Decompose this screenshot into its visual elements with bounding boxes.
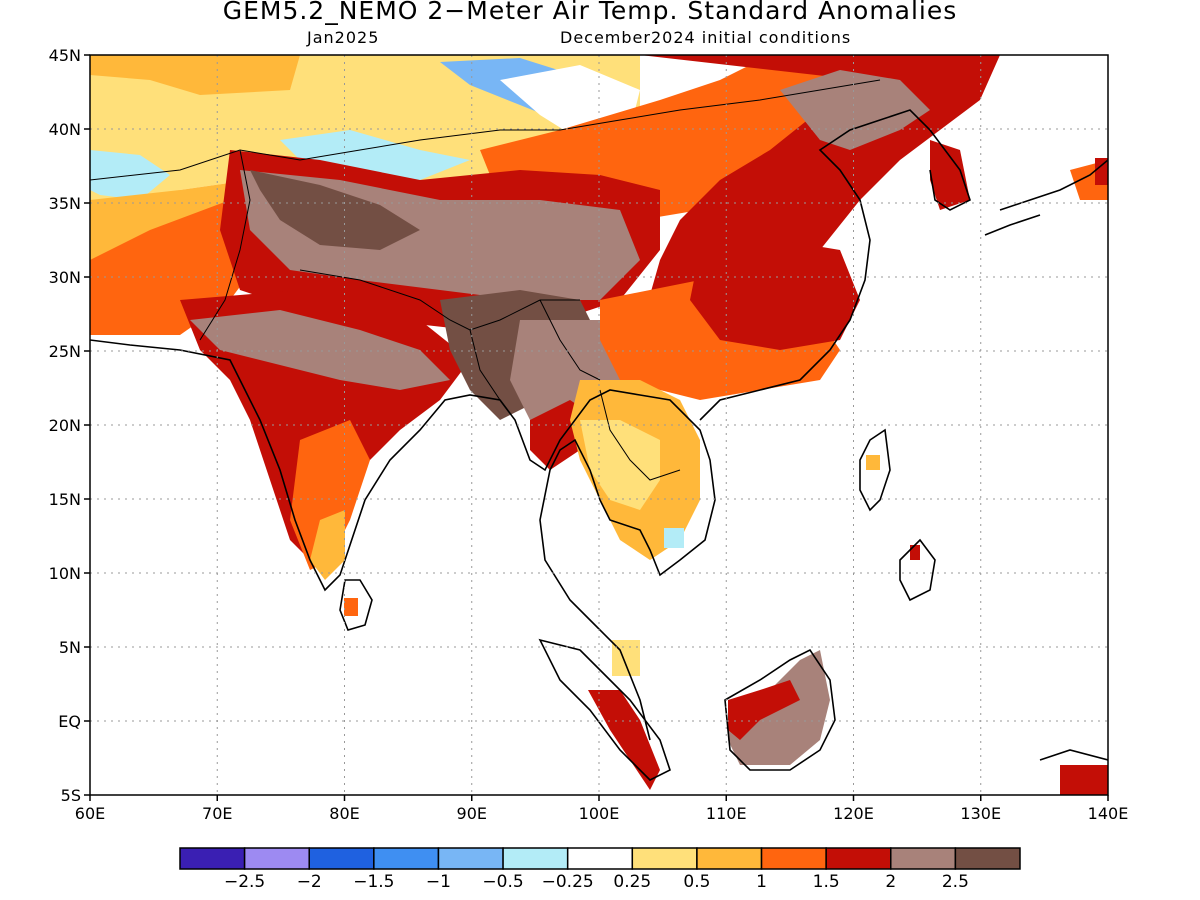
colorbar: −2.5 −2 −1.5 −1 −0.5 −0.25 0.25 0.5 1 1.5 2 2.5 bbox=[179, 847, 1021, 892]
lat-tick-label: 10N bbox=[49, 564, 81, 583]
latitude-axis: 45N 40N 35N 30N 25N 20N 15N 10N 5N EQ 5S bbox=[49, 46, 90, 805]
colorbar-swatch bbox=[179, 847, 246, 870]
west-cool bbox=[90, 150, 170, 200]
colorbar-label: −2.5 bbox=[224, 872, 265, 892]
map-title: GEM5.2_NEMO 2−Meter Air Temp. Standard A… bbox=[222, 0, 958, 25]
longitude-axis: 60E 70E 80E 90E 100E 110E 120E 130E 140E bbox=[75, 795, 1129, 823]
lat-tick-label: 5N bbox=[59, 638, 81, 657]
colorbar-label: 1.5 bbox=[813, 872, 840, 892]
colorbar-swatch bbox=[760, 847, 827, 870]
lon-tick-label: 80E bbox=[329, 804, 359, 823]
colorbar-swatch bbox=[243, 847, 310, 870]
colorbar-swatch bbox=[954, 847, 1021, 870]
lat-tick-label: 35N bbox=[49, 194, 81, 213]
lat-tick-label: 25N bbox=[49, 342, 81, 361]
lat-tick-label: 40N bbox=[49, 120, 81, 139]
new-guinea-hot bbox=[1060, 765, 1108, 795]
south-india-light bbox=[310, 510, 345, 580]
coastlines bbox=[90, 109, 1108, 781]
lat-tick-label: EQ bbox=[58, 712, 81, 731]
indochina-light bbox=[580, 420, 660, 510]
plot-area bbox=[90, 55, 1108, 795]
south-india-warm bbox=[290, 420, 370, 570]
lon-tick-label: 140E bbox=[1088, 804, 1129, 823]
colorbar-swatch bbox=[890, 847, 957, 870]
lat-tick-label: 30N bbox=[49, 268, 81, 287]
lon-tick-label: 110E bbox=[706, 804, 747, 823]
colorbar-label: −1 bbox=[426, 872, 451, 892]
borders bbox=[90, 79, 881, 481]
colorbar-swatch bbox=[308, 847, 375, 870]
lon-tick-label: 100E bbox=[579, 804, 620, 823]
forecast-month: Jan2025 bbox=[307, 28, 380, 47]
korea-hot bbox=[930, 140, 970, 210]
lat-tick-label: 5S bbox=[61, 786, 81, 805]
colorbar-label: 2 bbox=[885, 872, 896, 892]
colorbar-label: −1.5 bbox=[353, 872, 394, 892]
colorbar-swatch bbox=[373, 847, 440, 870]
tibet-core bbox=[250, 170, 420, 250]
kazakhstan-warm bbox=[90, 55, 300, 95]
lon-tick-label: 130E bbox=[960, 804, 1001, 823]
india-very-hot bbox=[190, 310, 450, 390]
cambodia-cool bbox=[664, 528, 684, 548]
gridlines bbox=[90, 55, 1108, 795]
colorbar-label: −2 bbox=[297, 872, 322, 892]
sumatra-hot bbox=[588, 690, 660, 790]
colorbar-label: −0.25 bbox=[542, 872, 594, 892]
japan-red bbox=[1095, 158, 1108, 185]
initial-conditions-label: December2024 initial conditions bbox=[560, 28, 852, 47]
colorbar-label: 1 bbox=[756, 872, 767, 892]
lon-tick-label: 70E bbox=[202, 804, 232, 823]
lat-tick-label: 20N bbox=[49, 416, 81, 435]
colorbar-swatch bbox=[566, 847, 634, 870]
lat-tick-label: 45N bbox=[49, 46, 81, 65]
colorbar-swatch bbox=[502, 847, 569, 870]
colorbar-label: 0.5 bbox=[683, 872, 710, 892]
philippines-warm bbox=[866, 455, 880, 470]
lon-tick-label: 60E bbox=[75, 804, 105, 823]
lon-tick-label: 90E bbox=[457, 804, 487, 823]
lat-tick-label: 15N bbox=[49, 490, 81, 509]
borneo-red bbox=[728, 680, 800, 740]
philippines-red bbox=[910, 545, 920, 560]
colorbar-label: 0.25 bbox=[613, 872, 651, 892]
colorbar-swatch bbox=[696, 847, 763, 870]
colorbar-swatch bbox=[825, 847, 892, 870]
colorbar-swatch bbox=[437, 847, 504, 870]
south-china-hot bbox=[690, 240, 860, 350]
colorbar-label: 2.5 bbox=[942, 872, 969, 892]
lon-tick-label: 120E bbox=[833, 804, 874, 823]
colorbar-label: −0.5 bbox=[482, 872, 523, 892]
colorbar-swatch bbox=[631, 847, 698, 870]
sri-lanka-warm bbox=[344, 598, 358, 616]
